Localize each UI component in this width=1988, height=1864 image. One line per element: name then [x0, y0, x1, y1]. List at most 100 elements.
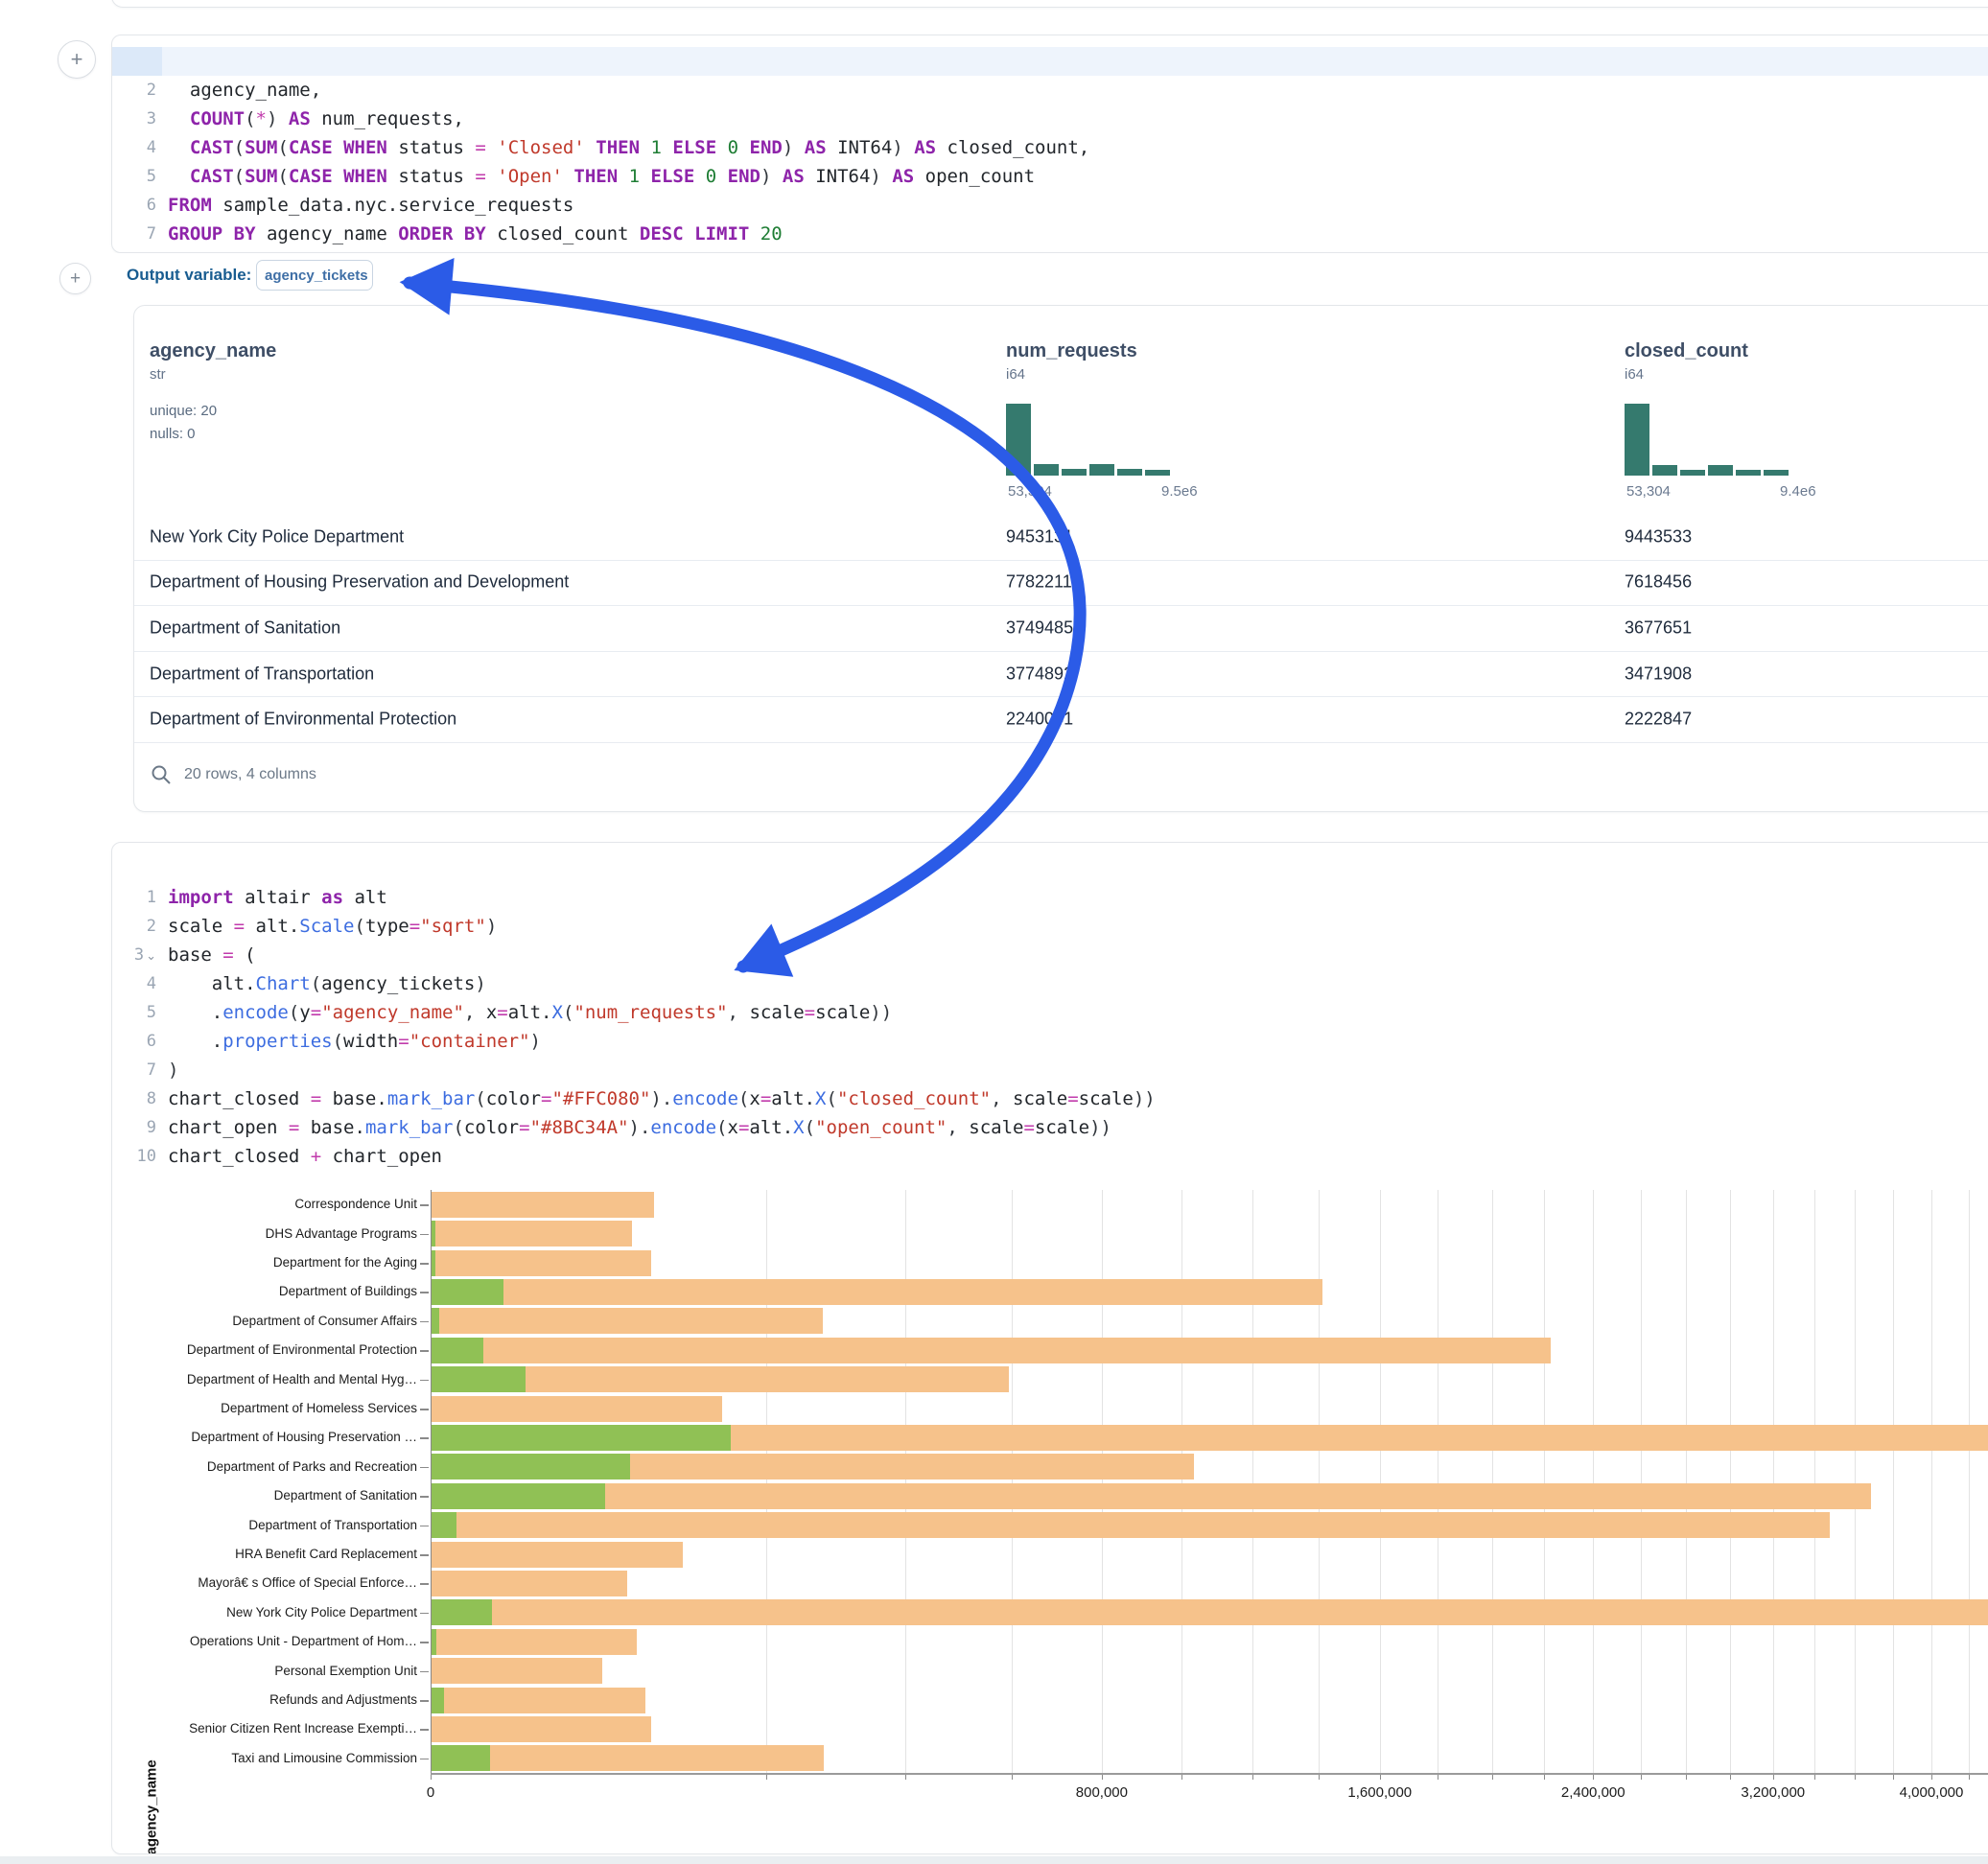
- code-token: [168, 137, 190, 158]
- code-token: (: [475, 1088, 486, 1109]
- code-line[interactable]: 4 CAST(SUM(CASE WHEN status = 'Closed' T…: [112, 133, 1988, 162]
- table-row[interactable]: New York City Police Department 9453131 94…: [134, 514, 1988, 561]
- code-line[interactable]: 10 chart_closed + chart_open: [112, 1142, 1988, 1171]
- code-line[interactable]: 5 .encode(y="agency_name", x=alt.X("num_…: [112, 998, 1988, 1027]
- chart-bar-closed: [432, 1715, 652, 1742]
- histogram-bar: [1736, 470, 1761, 476]
- code-token: =: [222, 944, 234, 966]
- y-axis-label: Department of Consumer Affairs: [232, 1313, 417, 1328]
- line-number: 6: [146, 1032, 156, 1051]
- chart-bar-open: [432, 1628, 436, 1655]
- y-axis-tick: [420, 1700, 429, 1702]
- code-token: .: [168, 1031, 223, 1052]
- code-line[interactable]: 1⌄SELECT: [112, 47, 1988, 76]
- code-line[interactable]: 7): [112, 1056, 1988, 1084]
- code-line[interactable]: 4 alt.Chart(agency_tickets): [112, 969, 1988, 998]
- code-line[interactable]: 6 FROM sample_data.nyc.service_requests: [112, 191, 1988, 220]
- x-axis-tick: [431, 1773, 432, 1780]
- line-number: 3: [146, 109, 156, 128]
- gridline: [1854, 1190, 1856, 1773]
- code-token: 20: [760, 223, 783, 245]
- code-line[interactable]: 1 import altair as alt: [112, 883, 1988, 912]
- code-token: base: [168, 944, 223, 966]
- code-token: "open_count": [815, 1117, 947, 1138]
- code-line[interactable]: 3 ⌄ base = (: [112, 941, 1988, 969]
- chart-bar-open: [432, 1454, 631, 1480]
- code-token: color: [463, 1117, 520, 1138]
- table-footer: 20 rows, 4 columns: [134, 744, 1988, 811]
- table-row[interactable]: Department of Housing Preservation and D…: [134, 560, 1988, 607]
- code-token: (: [453, 1117, 464, 1138]
- code-token: X: [793, 1117, 805, 1138]
- y-axis-tick: [420, 1642, 429, 1643]
- code-token: LIMIT: [694, 223, 750, 245]
- chart-bar-open: [432, 1512, 456, 1539]
- code-token: =: [310, 1088, 322, 1109]
- code-line[interactable]: 3 COUNT(*) AS num_requests,: [112, 105, 1988, 133]
- table-row[interactable]: Department of Transportation 3774892 34719…: [134, 651, 1988, 698]
- chart-bar-open: [432, 1482, 605, 1509]
- code-token: (: [233, 166, 246, 187]
- code-line[interactable]: 6 .properties(width="container"): [112, 1027, 1988, 1056]
- collapse-chevron-icon[interactable]: ⌄: [146, 947, 156, 963]
- chart-bar-closed: [432, 1658, 603, 1685]
- chart-bar-open: [432, 1745, 490, 1772]
- code-token: Scale: [299, 916, 355, 937]
- gridline: [1491, 1190, 1493, 1773]
- code-token: [716, 166, 727, 187]
- active-line-gutter: [112, 47, 162, 76]
- table-row[interactable]: Department of Environmental Protection 22…: [134, 696, 1988, 743]
- add-cell-button-top[interactable]: +: [58, 40, 96, 79]
- code-token: x: [749, 1088, 760, 1109]
- sql-code-editor[interactable]: 1⌄SELECT 2 agency_name,3 COUNT(*) AS num…: [112, 47, 1988, 250]
- column-header-agency-name[interactable]: agency_name str unique: 20 nulls: 0: [150, 340, 276, 446]
- output-variable-row: Output variable: agency_tickets: [111, 253, 1988, 305]
- histogram-max-label: 9.5e6: [1161, 483, 1198, 500]
- output-variable-input[interactable]: agency_tickets: [256, 260, 373, 291]
- code-token: [694, 166, 705, 187]
- code-line[interactable]: 2 agency_name,: [112, 76, 1988, 105]
- code-line[interactable]: 7 GROUP BY agency_name ORDER BY closed_co…: [112, 220, 1988, 248]
- line-gutter: 8: [112, 1084, 162, 1113]
- code-text: ): [162, 1056, 178, 1084]
- code-token: ,: [947, 1117, 970, 1138]
- histogram-max-label: 9.4e6: [1780, 483, 1816, 500]
- y-axis-label: Department of Parks and Recreation: [206, 1458, 417, 1474]
- y-axis-tick: [420, 1263, 429, 1265]
- chart-bar-closed: [432, 1687, 645, 1713]
- add-cell-button-output[interactable]: +: [59, 263, 91, 294]
- code-token: SUM: [245, 137, 278, 158]
- code-line[interactable]: 5 CAST(SUM(CASE WHEN status = 'Open' THE…: [112, 162, 1988, 191]
- code-token: (: [277, 137, 289, 158]
- python-code-editor[interactable]: 1 import altair as alt 2 scale = alt.Scale(…: [112, 883, 1988, 1171]
- code-token: alt: [343, 887, 387, 908]
- sql-cell[interactable]: 1⌄SELECT 2 agency_name,3 COUNT(*) AS num…: [111, 35, 1988, 253]
- table-cell: 7618456: [1625, 571, 1693, 592]
- row-count-summary: 20 rows, 4 columns: [184, 766, 316, 782]
- table-row[interactable]: Department of Sanitation 3749485 3677651: [134, 605, 1988, 652]
- code-token: (: [804, 1117, 816, 1138]
- line-gutter: 4: [112, 133, 162, 162]
- search-icon[interactable]: [150, 763, 173, 786]
- code-line[interactable]: 9 chart_open = base.mark_bar(color="#8BC3…: [112, 1113, 1988, 1142]
- column-header-closed-count[interactable]: closed_count i64: [1625, 340, 1748, 383]
- x-axis-label: 1,600,000: [1347, 1784, 1413, 1801]
- code-line[interactable]: 2 scale = alt.Scale(type="sqrt"): [112, 912, 1988, 941]
- code-token: agency_name,: [168, 80, 322, 101]
- code-text: CAST(SUM(CASE WHEN status = 'Open' THEN …: [162, 162, 1035, 191]
- python-cell[interactable]: 1 import altair as alt 2 scale = alt.Scale(…: [111, 842, 1988, 1854]
- code-token: x: [727, 1117, 738, 1138]
- histogram-bar: [1034, 464, 1059, 476]
- code-token: "#FFC080": [551, 1088, 651, 1109]
- code-token: ): [529, 1031, 541, 1052]
- y-axis-tick: [420, 1612, 429, 1615]
- x-axis-tick: [1593, 1773, 1595, 1780]
- gridline: [1772, 1190, 1774, 1773]
- code-line[interactable]: 8 chart_closed = base.mark_bar(color="#FF…: [112, 1084, 1988, 1113]
- code-token: (: [737, 1088, 750, 1109]
- gridline: [904, 1190, 906, 1773]
- code-token: [168, 108, 190, 129]
- column-header-num-requests[interactable]: num_requests i64: [1006, 340, 1137, 383]
- table-cell: Department of Housing Preservation and D…: [150, 571, 570, 592]
- code-token: open_count: [914, 166, 1036, 187]
